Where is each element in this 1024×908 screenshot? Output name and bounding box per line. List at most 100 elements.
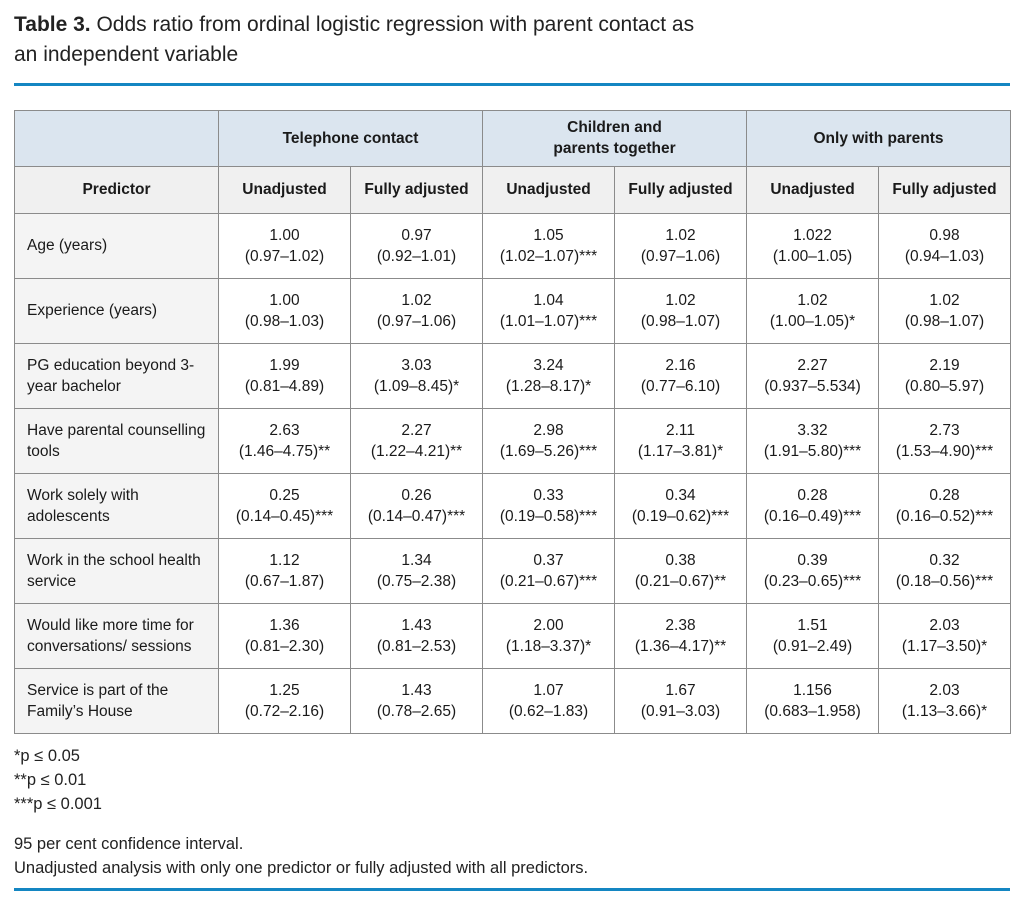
confidence-interval: (1.13–3.66)*	[901, 702, 988, 720]
confidence-interval: (0.19–0.62)***	[631, 507, 730, 525]
confidence-interval: (0.937–5.534)	[764, 377, 861, 395]
odds-ratio-cell: 2.63 (1.46–4.75)**	[218, 407, 351, 474]
odds-ratio-value: 0.38	[665, 551, 696, 569]
odds-ratio-value: 1.43	[401, 681, 432, 699]
confidence-interval: (1.17–3.81)*	[637, 442, 724, 460]
confidence-interval: (0.18–0.56)***	[895, 572, 994, 590]
odds-ratio-cell: 1.00 (0.98–1.03)	[218, 277, 351, 344]
odds-ratio-value: 1.12	[269, 551, 300, 569]
odds-ratio-cell: 0.97 (0.92–1.01)	[349, 212, 484, 279]
bottom-rule	[14, 887, 1010, 891]
confidence-interval: (1.91–5.80)***	[763, 442, 862, 460]
confidence-interval: (0.91–2.49)	[772, 637, 853, 655]
confidence-interval: (0.81–2.30)	[244, 637, 325, 655]
odds-ratio-value: 0.26	[401, 486, 432, 504]
table-number: Table 3.	[14, 13, 91, 36]
table-row: Have parental counselling tools 2.63 (1.46…	[14, 407, 1012, 474]
confidence-interval: (0.21–0.67)***	[499, 572, 598, 590]
odds-ratio-value: 1.02	[665, 291, 696, 309]
confidence-interval: (0.21–0.67)**	[634, 572, 727, 590]
confidence-interval: (1.17–3.50)*	[901, 637, 988, 655]
group-header-telephone: Telephone contact	[217, 109, 484, 167]
odds-ratio-value: 1.00	[269, 226, 300, 244]
confidence-interval: (1.18–3.37)*	[505, 637, 592, 655]
predictor-cell: Have parental counselling tools	[14, 407, 219, 474]
column-header-unadjusted-3: Unadjusted	[746, 165, 880, 214]
odds-ratio-cell: 0.25 (0.14–0.45)***	[218, 472, 351, 539]
confidence-interval: (1.36–4.17)**	[634, 637, 727, 655]
odds-ratio-value: 1.43	[401, 616, 432, 634]
odds-ratio-cell: 0.26 (0.14–0.47)***	[349, 472, 484, 539]
table-body: Age (years) 1.00 (0.97–1.02) 0.97 (0.92–1.01…	[14, 212, 1012, 734]
confidence-interval: (0.62–1.83)	[508, 702, 589, 720]
odds-ratio-value: 2.73	[929, 421, 960, 439]
odds-ratio-cell: 1.36 (0.81–2.30)	[218, 602, 351, 669]
odds-ratio-cell: 0.98 (0.94–1.03)	[878, 212, 1012, 279]
odds-ratio-value: 2.63	[269, 421, 300, 439]
odds-ratio-value: 1.05	[533, 226, 564, 244]
footnote-p001: ***p ≤ 0.001	[14, 794, 102, 813]
odds-ratio-cell: 2.00 (1.18–3.37)*	[482, 602, 616, 669]
odds-ratio-value: 0.37	[533, 551, 564, 569]
odds-ratio-value: 1.156	[793, 681, 832, 699]
odds-ratio-cell: 2.73 (1.53–4.90)***	[878, 407, 1012, 474]
confidence-interval: (0.80–5.97)	[904, 377, 985, 395]
odds-ratio-cell: 2.27 (0.937–5.534)	[746, 342, 880, 409]
predictor-cell: Service is part of the Family’s House	[14, 667, 219, 734]
table-title: Table 3. Odds ratio from ordinal logisti…	[14, 10, 1010, 71]
odds-ratio-cell: 2.98 (1.69–5.26)***	[482, 407, 616, 474]
confidence-interval: (0.23–0.65)***	[763, 572, 862, 590]
odds-ratio-value: 2.03	[929, 681, 960, 699]
confidence-interval: (0.77–6.10)	[640, 377, 721, 395]
confidence-interval: (0.97–1.06)	[640, 247, 721, 265]
odds-ratio-value: 0.25	[269, 486, 300, 504]
predictor-cell: PG education beyond 3-year bachelor	[14, 342, 219, 409]
confidence-interval: (1.02–1.07)***	[499, 247, 598, 265]
significance-footnotes: *p ≤ 0.05 **p ≤ 0.01 ***p ≤ 0.001	[14, 744, 1010, 816]
odds-ratio-value: 2.27	[401, 421, 432, 439]
table-row: Age (years) 1.00 (0.97–1.02) 0.97 (0.92–1.01…	[14, 212, 1012, 279]
confidence-interval: (1.00–1.05)	[772, 247, 853, 265]
odds-ratio-value: 0.32	[929, 551, 960, 569]
column-header-unadjusted-2: Unadjusted	[482, 165, 616, 214]
confidence-interval: (1.53–4.90)***	[895, 442, 994, 460]
note-confidence-interval: 95 per cent confidence interval.	[14, 834, 244, 853]
odds-ratio-value: 2.11	[666, 421, 696, 439]
odds-ratio-value: 2.19	[929, 356, 960, 374]
odds-ratio-cell: 2.38 (1.36–4.17)**	[614, 602, 748, 669]
odds-ratio-cell: 2.11 (1.17–3.81)*	[614, 407, 748, 474]
confidence-interval: (0.97–1.06)	[376, 312, 457, 330]
footnote-p05: *p ≤ 0.05	[14, 746, 80, 765]
group-header-telephone-label: Telephone contact	[282, 129, 419, 147]
odds-ratio-value: 1.67	[665, 681, 696, 699]
odds-ratio-value: 1.00	[269, 291, 300, 309]
column-header-predictor: Predictor	[14, 165, 219, 214]
odds-ratio-value: 1.02	[929, 291, 960, 309]
odds-ratio-cell: 1.51 (0.91–2.49)	[746, 602, 880, 669]
odds-ratio-cell: 1.02 (1.00–1.05)*	[746, 277, 880, 344]
note-adjustment: Unadjusted analysis with only one predic…	[14, 858, 589, 877]
confidence-interval: (0.683–1.958)	[764, 702, 861, 720]
odds-ratio-value: 1.25	[269, 681, 300, 699]
odds-ratio-cell: 2.27 (1.22–4.21)**	[349, 407, 484, 474]
group-header-children: Children and parents together	[482, 109, 748, 167]
confidence-interval: (1.69–5.26)***	[499, 442, 598, 460]
odds-ratio-value: 0.28	[929, 486, 960, 504]
odds-ratio-value: 0.97	[401, 226, 432, 244]
column-header-fully-adjusted-2: Fully adjusted	[614, 165, 748, 214]
table-row: Work in the school health service 1.12 (0.…	[14, 537, 1012, 604]
table-notes: 95 per cent confidence interval. Unadjus…	[14, 832, 1010, 880]
footnote-p01: **p ≤ 0.01	[14, 770, 87, 789]
odds-ratio-value: 1.02	[797, 291, 828, 309]
confidence-interval: (0.16–0.49)***	[763, 507, 862, 525]
odds-ratio-cell: 1.156 (0.683–1.958)	[746, 667, 880, 734]
odds-ratio-value: 1.022	[793, 226, 832, 244]
predictor-cell: Age (years)	[14, 212, 219, 279]
column-header-unadjusted-1: Unadjusted	[218, 165, 351, 214]
group-header-children-line2: parents together	[553, 140, 676, 158]
odds-ratio-cell: 1.67 (0.91–3.03)	[614, 667, 748, 734]
odds-ratio-cell: 0.28 (0.16–0.49)***	[746, 472, 880, 539]
confidence-interval: (0.75–2.38)	[376, 572, 457, 590]
odds-ratio-value: 2.38	[665, 616, 696, 634]
odds-ratio-value: 1.51	[797, 616, 828, 634]
